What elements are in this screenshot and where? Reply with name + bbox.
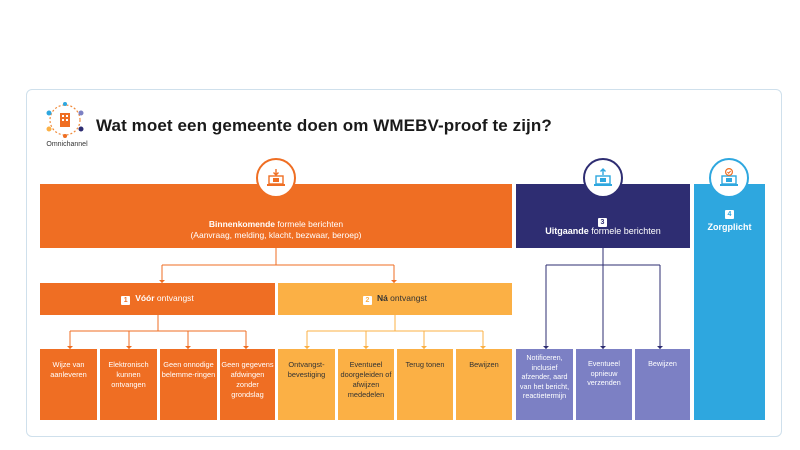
leaf-bewijzen-in: Bewijzen: [456, 349, 512, 420]
incoming-label-bold: Binnenkomende: [208, 219, 276, 229]
outgoing-label-bold: Uitgaande: [545, 226, 589, 236]
leaf-elektronisch-ontvangen: Elektronisch kunnen ontvangen: [100, 349, 157, 420]
after-label-bold: Ná: [376, 293, 388, 303]
before-number: 1: [121, 296, 131, 305]
after-label: 2 Ná ontvangst: [278, 293, 512, 305]
laptop-check-icon: [709, 158, 749, 198]
omnichannel-icon: [46, 102, 84, 138]
after-receipt-box: 2 Ná ontvangst: [278, 283, 512, 315]
incoming-sublabel: (Aanvraag, melding, klacht, bezwaar, ber…: [190, 230, 362, 240]
outgoing-label: Uitgaande formele berichten: [516, 226, 690, 236]
before-receipt-box: 1 Vóór ontvangst: [40, 283, 275, 315]
before-label: 1 Vóór ontvangst: [40, 293, 275, 305]
zorgplicht-box: 4 Zorgplicht: [694, 184, 765, 420]
laptop-download-icon: [256, 158, 296, 198]
outgoing-label-rest: formele berichten: [588, 226, 661, 236]
logo-label: Omnichannel: [46, 141, 88, 148]
care-number: 4: [725, 210, 734, 219]
after-label-rest: ontvangst: [387, 293, 428, 303]
incoming-label-rest: formele berichten: [275, 219, 344, 229]
leaf-doorgeleiden-afwijzen: Eventueel doorgeleiden of afwijzen meded…: [338, 349, 394, 420]
before-label-bold: Vóór: [135, 293, 155, 303]
leaf-wijze-van-aanleveren: Wijze van aanleveren: [40, 349, 97, 420]
before-label-rest: ontvangst: [154, 293, 194, 303]
incoming-label: Binnenkomende formele berichten: [40, 219, 512, 229]
leaf-ontvangstbevestiging: Ontvangst-bevestiging: [278, 349, 335, 420]
leaf-geen-belemmeringen: Geen onnodige belemme-ringen: [160, 349, 217, 420]
leaf-bewijzen-out: Bewijzen: [635, 349, 690, 420]
leaf-geen-gegevens-afdwingen: Geen gegevens afdwingen zonder grondslag: [220, 349, 275, 420]
incoming-messages-box: Binnenkomende formele berichten (Aanvraa…: [40, 184, 512, 248]
after-number: 2: [362, 296, 372, 305]
laptop-upload-icon: [583, 158, 623, 198]
outgoing-number: 3: [598, 218, 607, 227]
page-title: Wat moet een gemeente doen om WMEBV-proo…: [96, 116, 552, 135]
leaf-opnieuw-verzenden: Eventueel opnieuw verzenden: [576, 349, 632, 420]
leaf-notificeren: Notificeren, inclusief afzender, aard va…: [516, 349, 573, 420]
care-label: Zorgplicht: [707, 222, 752, 232]
leaf-terug-tonen: Terug tonen: [397, 349, 453, 420]
